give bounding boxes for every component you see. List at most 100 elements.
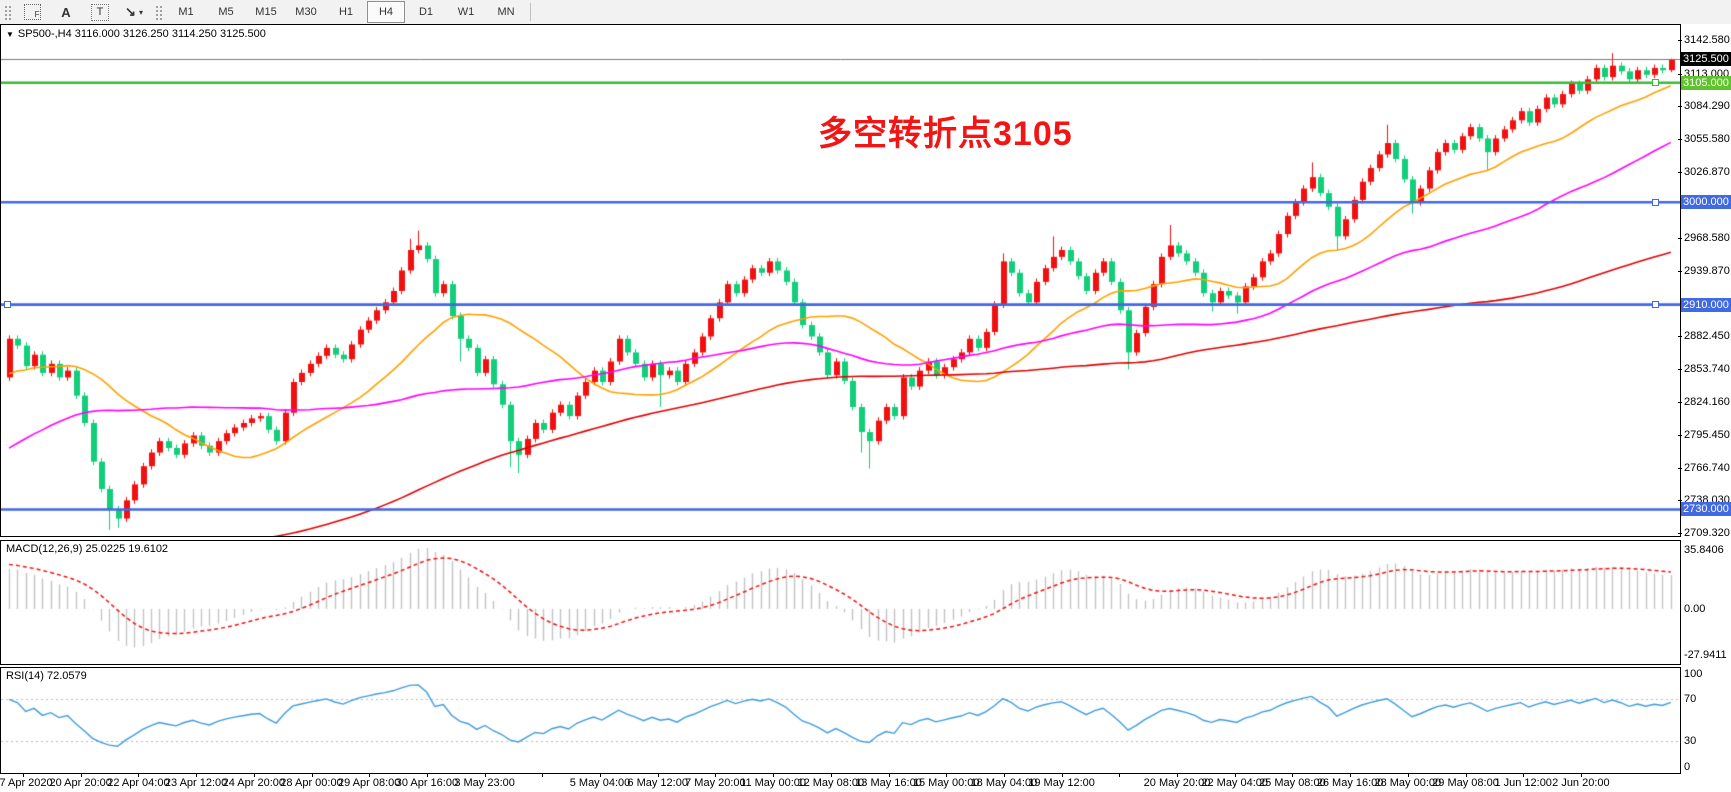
time-axis-label: 24 Apr 20:00 — [222, 777, 285, 789]
price-tick-mark — [1678, 368, 1682, 370]
macd-scale-label: -27.9411 — [1684, 648, 1727, 661]
cursor-grid-tool-button[interactable]: F — [16, 1, 48, 23]
timeframe-button-h1[interactable]: H1 — [338, 6, 354, 18]
macd-scale-label: 0.00 — [1684, 602, 1706, 615]
time-tick-mark — [1062, 773, 1063, 777]
macd-canvas[interactable] — [1, 541, 1680, 664]
price-tick-label: 2882.450 — [1684, 329, 1730, 342]
chart-annotation-text[interactable]: 多空转折点3105 — [818, 115, 1073, 153]
rsi-panel[interactable] — [0, 667, 1681, 774]
timeframe-button-group: M1 M5 M15 M30 H1 H4 D1 W1 MN — [166, 1, 526, 23]
price-tick-mark — [1678, 106, 1682, 108]
timeframe-button-d1[interactable]: D1 — [418, 6, 434, 18]
time-tick-mark — [658, 773, 659, 777]
time-axis-label: 18 May 04:00 — [970, 777, 1038, 789]
toolbar-grip[interactable] — [3, 4, 12, 20]
text-box-icon: T — [91, 3, 109, 21]
price-tick-mark — [1678, 500, 1682, 502]
time-tick-mark — [600, 773, 601, 777]
price-tick-label: 2939.870 — [1684, 264, 1730, 277]
level-price-badge: 2910.000 — [1681, 297, 1731, 312]
price-tick-label: 2853.740 — [1684, 362, 1730, 375]
time-tick-mark — [23, 773, 24, 777]
level-price-badge: 3000.000 — [1681, 195, 1731, 210]
price-tick-label: 3026.870 — [1684, 165, 1730, 178]
rsi-scale-label: 0 — [1684, 761, 1691, 773]
price-axis[interactable]: 3142.580 3113.000 3084.290 3055.580 3026.870… — [1678, 24, 1731, 540]
time-tick-mark — [81, 773, 82, 777]
time-axis-label: 13 May 16:00 — [855, 777, 922, 789]
cursor-grid-icon: F — [23, 4, 41, 20]
time-axis-label: 22 May 04:00 — [1201, 777, 1269, 789]
toolbar-grip-2[interactable] — [154, 4, 163, 20]
time-tick-mark — [889, 773, 890, 777]
time-tick-mark — [1408, 773, 1409, 777]
rsi-scale-label: 30 — [1684, 735, 1697, 748]
time-tick-mark — [138, 773, 139, 777]
price-tick-mark — [1678, 402, 1682, 404]
time-tick-mark — [715, 773, 716, 777]
price-tick-mark — [1678, 467, 1682, 469]
main-chart-panel[interactable] — [0, 24, 1681, 537]
price-tick-mark — [1678, 138, 1682, 140]
timeframe-button-m15[interactable]: M15 — [255, 6, 277, 18]
timeframe-button-w1[interactable]: W1 — [457, 6, 475, 18]
timeframe-button-h4[interactable]: H4 — [367, 1, 405, 23]
time-axis-label: 1 Jun 12:00 — [1494, 777, 1552, 789]
price-tick-label: 2968.580 — [1684, 231, 1730, 244]
time-axis-label: 20 Apr 20:00 — [49, 777, 112, 789]
rsi-indicator-label: RSI(14) 72.0579 — [6, 670, 87, 682]
price-tick-mark — [1678, 434, 1682, 436]
time-tick-mark — [1466, 773, 1467, 777]
time-tick-mark — [542, 773, 543, 777]
price-tick-mark — [1678, 73, 1682, 75]
time-axis-label: 3 May 23:00 — [454, 777, 515, 789]
price-tick-mark — [1678, 270, 1682, 272]
collapse-arrow-icon[interactable]: ▼ — [6, 30, 14, 39]
rsi-canvas[interactable] — [1, 668, 1680, 773]
timeframe-button-m1[interactable]: M1 — [178, 6, 194, 18]
price-tick-label: 2766.740 — [1684, 461, 1730, 474]
hline-drag-handle[interactable] — [4, 301, 11, 309]
time-axis-label: 2 Jun 20:00 — [1552, 777, 1610, 789]
macd-scale-label: 35.8406 — [1684, 543, 1724, 556]
text-box-tool-button[interactable]: T — [84, 1, 116, 23]
timeframe-button-m30[interactable]: M30 — [295, 6, 317, 18]
price-tick-label: 2824.160 — [1684, 396, 1730, 409]
time-axis-label: 22 Apr 04:00 — [107, 777, 170, 789]
chart-title[interactable]: ▼ SP500-,H4 3116.000 3126.250 3114.250 31… — [6, 28, 266, 40]
timeframe-button-m5[interactable]: M5 — [218, 6, 234, 18]
price-tick-mark — [1678, 532, 1682, 534]
level-price-badge: 2730.000 — [1681, 502, 1731, 517]
hline-drag-handle[interactable] — [1652, 301, 1659, 309]
candlestick-chart-canvas[interactable] — [1, 25, 1680, 536]
macd-panel[interactable] — [0, 540, 1681, 665]
time-tick-mark — [1119, 773, 1120, 777]
time-tick-mark — [254, 773, 255, 777]
time-axis-label: 15 May 00:00 — [912, 777, 980, 789]
price-tick-label: 3142.580 — [1684, 33, 1730, 46]
current-price-badge: 3125.500 — [1681, 52, 1731, 67]
time-axis-label: 5 May 04:00 — [569, 777, 631, 789]
text-label-tool-button[interactable]: A — [50, 1, 82, 23]
time-axis-label: 29 Apr 08:00 — [337, 777, 401, 789]
toolbar: F A T ↘ ▾ M1 M5 M15 M30 H1 H4 D1 W1 MN — [0, 0, 1731, 25]
time-tick-mark — [831, 773, 832, 777]
text-label-icon: A — [61, 4, 71, 20]
rsi-scale-label: 70 — [1684, 692, 1697, 705]
timeframe-button-mn[interactable]: MN — [497, 6, 515, 18]
price-tick-label: 3084.290 — [1684, 100, 1730, 113]
time-tick-mark — [1235, 773, 1236, 777]
time-axis-label: 11 May 00:00 — [740, 777, 807, 789]
macd-indicator-label: MACD(12,26,9) 25.0225 19.6102 — [6, 543, 169, 555]
price-tick-mark — [1678, 237, 1682, 239]
hline-drag-handle[interactable] — [1652, 198, 1659, 206]
price-tick-label: 2709.320 — [1684, 526, 1730, 539]
arrow-objects-button[interactable]: ↘ ▾ — [118, 1, 150, 23]
time-tick-mark — [485, 773, 486, 777]
hline-drag-handle[interactable] — [1652, 79, 1659, 87]
price-tick-mark — [1678, 335, 1682, 337]
toolbar-separator — [530, 3, 531, 21]
